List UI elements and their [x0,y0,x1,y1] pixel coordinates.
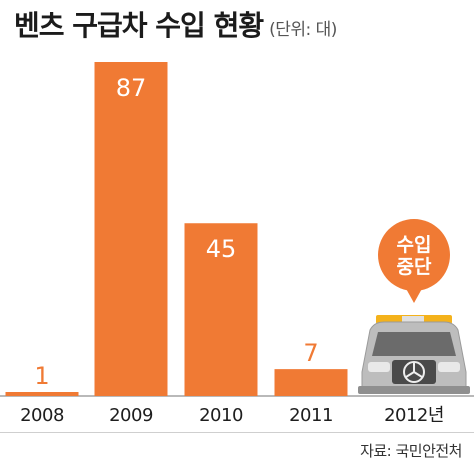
footer-divider [0,432,474,433]
right-headlight [438,362,460,372]
bar-2010 [184,223,258,396]
value-label-2008: 1 [34,362,49,390]
value-label-2011: 7 [303,339,318,367]
left-headlight [368,362,390,372]
chart-title: 벤츠 구급차 수입 현황 [14,9,264,42]
suspended-badge [378,219,450,291]
x-tick-label-2010: 2010 [199,405,243,426]
x-tick-label-2009: 2009 [109,405,153,426]
unit-label: (단위: 대) [269,20,337,40]
source-note: 자료: 국민안전처 [360,442,462,460]
badge-text-line-1: 수입 [397,234,432,256]
bar-2009 [94,62,168,396]
star-emblem-spokes [405,363,423,378]
value-label-2010: 45 [206,235,237,263]
windshield [372,332,456,356]
x-tick-label-2012년: 2012년 [384,405,444,426]
roof-light-center [402,316,424,323]
x-tick-label-2011: 2011 [289,405,333,426]
badge-text-line-2: 중단 [397,256,432,278]
bar-2008 [5,392,79,396]
value-label-2009: 87 [116,74,147,102]
chart-header: 벤츠 구급차 수입 현황 (단위: 대) [14,4,337,44]
star-emblem-ring [403,361,425,383]
ambulance-van-icon [358,315,470,394]
front-bumper [358,386,470,394]
x-tick-label-2008: 2008 [20,405,64,426]
bar-2011 [274,369,348,396]
